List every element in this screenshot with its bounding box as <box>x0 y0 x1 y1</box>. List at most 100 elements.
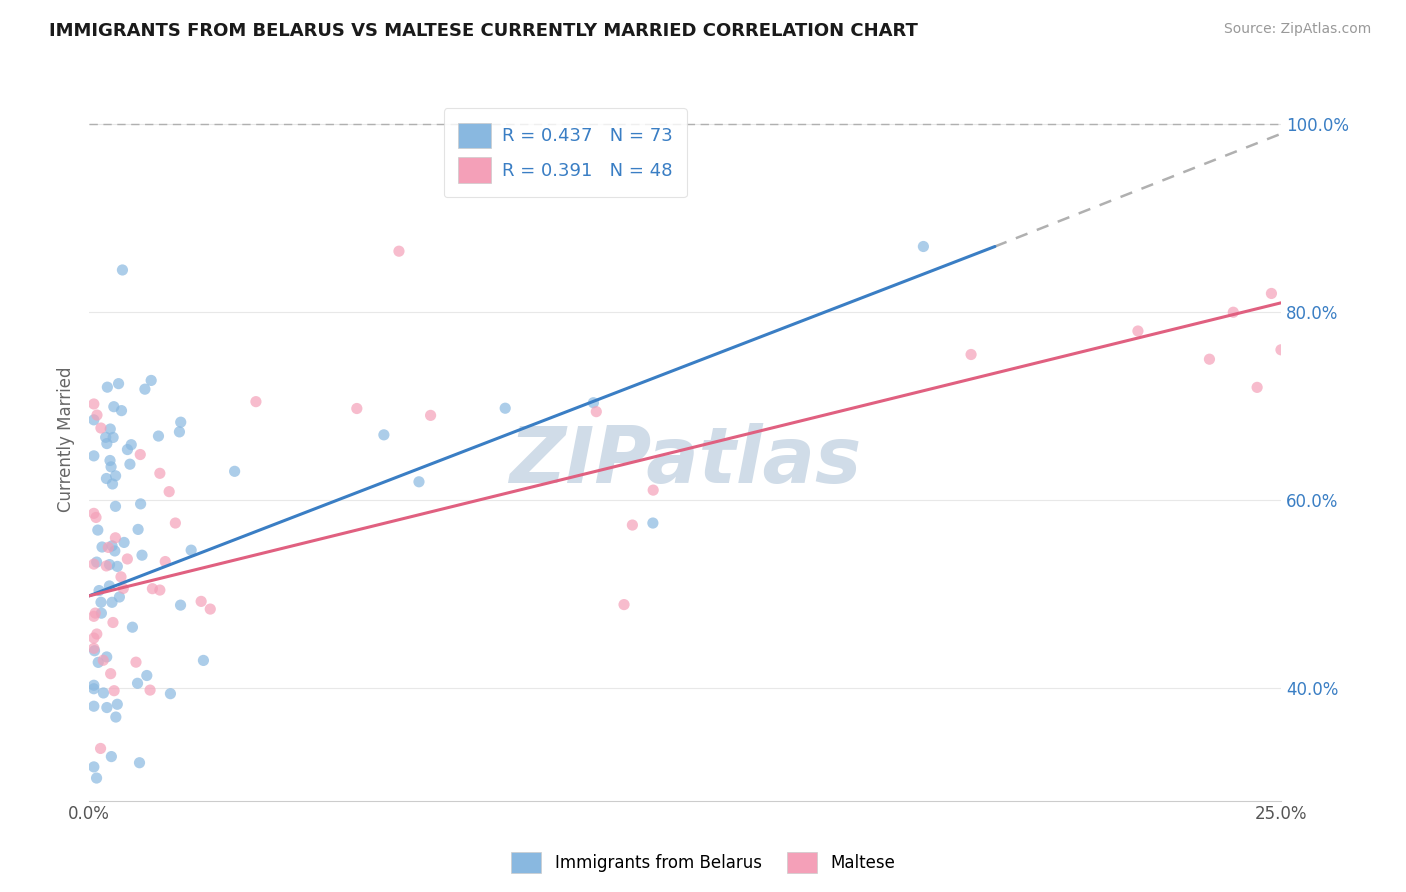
Point <box>87 583 110 598</box>
Point <box>141 582 163 596</box>
Text: IMMIGRANTS FROM BELARUS VS MALTESE CURRENTLY MARRIED CORRELATION CHART: IMMIGRANTS FROM BELARUS VS MALTESE CURRE… <box>49 22 918 40</box>
Point <box>83 644 105 658</box>
Point <box>100 666 122 681</box>
Point <box>104 531 127 545</box>
Point <box>100 749 122 764</box>
Point <box>1246 380 1268 394</box>
Point <box>169 598 191 612</box>
Point <box>94 430 117 444</box>
Point <box>104 544 127 558</box>
Point <box>83 760 105 774</box>
Point <box>135 668 157 682</box>
Point <box>110 403 132 417</box>
Point <box>104 468 127 483</box>
Point <box>388 244 411 259</box>
Point <box>245 394 267 409</box>
Point <box>169 425 191 439</box>
Point <box>83 678 105 692</box>
Point <box>127 523 149 537</box>
Point <box>101 595 124 609</box>
Point <box>1270 343 1292 357</box>
Point <box>83 507 105 521</box>
Point <box>111 263 134 277</box>
Point <box>90 595 112 609</box>
Point <box>190 594 212 608</box>
Point <box>180 543 202 558</box>
Point <box>96 700 118 714</box>
Point <box>129 448 152 462</box>
Point <box>97 541 120 555</box>
Point <box>582 395 605 409</box>
Point <box>101 539 124 553</box>
Point <box>83 641 105 656</box>
Point <box>96 558 118 573</box>
Point <box>96 649 118 664</box>
Point <box>128 756 150 770</box>
Point <box>84 606 107 620</box>
Point <box>139 683 162 698</box>
Point <box>83 631 105 645</box>
Point <box>83 449 105 463</box>
Point <box>83 609 105 624</box>
Point <box>86 555 108 569</box>
Point <box>193 653 215 667</box>
Point <box>224 464 246 478</box>
Point <box>121 620 143 634</box>
Point <box>98 422 121 436</box>
Point <box>120 438 142 452</box>
Point <box>112 582 135 596</box>
Point <box>408 475 430 489</box>
Point <box>83 557 105 571</box>
Point <box>86 627 108 641</box>
Point <box>149 582 172 597</box>
Point <box>105 698 128 712</box>
Point <box>98 558 121 572</box>
Point <box>1260 286 1282 301</box>
Point <box>134 382 156 396</box>
Point <box>101 615 124 630</box>
Point <box>86 408 108 422</box>
Point <box>87 523 110 537</box>
Point <box>101 430 124 444</box>
Text: Source: ZipAtlas.com: Source: ZipAtlas.com <box>1223 22 1371 37</box>
Point <box>960 347 983 361</box>
Point <box>108 590 131 604</box>
Point <box>118 457 141 471</box>
Point <box>83 699 105 714</box>
Legend: R = 0.437   N = 73, R = 0.391   N = 48: R = 0.437 N = 73, R = 0.391 N = 48 <box>444 108 686 197</box>
Point <box>155 555 177 569</box>
Point <box>621 518 644 533</box>
Point <box>165 516 187 530</box>
Point <box>90 606 112 620</box>
Point <box>91 653 114 667</box>
Point <box>84 510 107 524</box>
Point <box>912 239 935 253</box>
Point <box>87 656 110 670</box>
Point <box>107 376 129 391</box>
Point <box>91 540 114 554</box>
Point <box>200 602 222 616</box>
Point <box>96 436 118 450</box>
Point <box>643 483 665 497</box>
Point <box>86 771 108 785</box>
Point <box>346 401 368 416</box>
Point <box>129 497 152 511</box>
Point <box>157 484 180 499</box>
Point <box>98 453 121 467</box>
Point <box>83 681 105 696</box>
Point <box>83 397 105 411</box>
Point <box>125 655 148 669</box>
Point <box>1222 305 1244 319</box>
Point <box>117 552 139 566</box>
Point <box>83 413 105 427</box>
Point <box>373 427 395 442</box>
Point <box>613 598 636 612</box>
Point <box>127 676 149 690</box>
Point <box>96 471 118 485</box>
Point <box>96 380 118 394</box>
Point <box>585 404 607 418</box>
Point <box>1198 352 1220 367</box>
Point <box>103 400 125 414</box>
Y-axis label: Currently Married: Currently Married <box>58 367 75 512</box>
Point <box>101 477 124 491</box>
